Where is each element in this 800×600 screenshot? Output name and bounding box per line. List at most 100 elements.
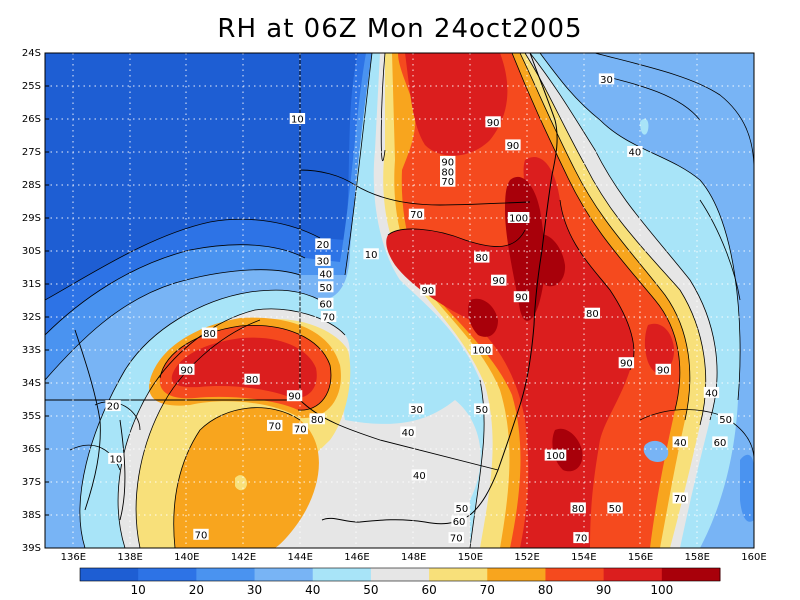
- contour-label-bg: [320, 311, 337, 322]
- contour-label: 10: [108, 452, 124, 465]
- contour-label-text: 40: [705, 388, 718, 399]
- fill-spot-36S-155E: [643, 440, 669, 462]
- contour-label-text: 50: [719, 415, 732, 426]
- contour-label-text: 50: [456, 504, 469, 515]
- fill-moist-spot-37S: [235, 475, 247, 491]
- contour-label-bg: [712, 436, 728, 448]
- contour-label-bg: [292, 423, 308, 435]
- contour-label-bg: [440, 165, 456, 177]
- contour-label-text: 90: [657, 365, 670, 376]
- contour-label: 60: [318, 297, 334, 310]
- colorbar-label: 40: [305, 583, 320, 597]
- contour-label-bg: [451, 515, 467, 527]
- lon-tick-label: 144E: [288, 552, 313, 563]
- contour-label: 80: [570, 502, 586, 515]
- lat-tick-label: 29S: [22, 213, 41, 224]
- colorbar-label: 100: [650, 583, 673, 597]
- lat-tick-label: 39S: [22, 543, 41, 554]
- colorbar-swatch: [487, 568, 546, 581]
- contour-label: 20: [105, 400, 121, 413]
- contour-label-text: 80: [203, 329, 216, 340]
- contour-label-text: 60: [453, 517, 466, 528]
- contour-label-text: 70: [195, 530, 208, 541]
- contour-label: 10: [363, 248, 379, 261]
- contour-label-bg: [267, 419, 283, 431]
- contour-label-bg: [244, 373, 260, 385]
- contour-label-text: 20: [317, 240, 330, 251]
- contour-label: 30: [315, 254, 331, 267]
- contour-label: 100: [470, 344, 493, 357]
- contour-label-bg: [318, 297, 334, 309]
- contour-label-bg: [584, 307, 601, 319]
- lat-tick-label: 37S: [22, 477, 41, 488]
- contour-label-bg: [440, 175, 456, 187]
- colorbar-swatch: [80, 568, 139, 581]
- contour-label-text: 70: [268, 421, 281, 432]
- contour-label: 40: [703, 386, 720, 399]
- contour-label: 90: [491, 274, 507, 287]
- contour-label: 90: [179, 363, 195, 376]
- plot-frame: [44, 52, 755, 549]
- contour-label-bg: [105, 400, 121, 412]
- contour-label-text: 40: [319, 270, 332, 281]
- contour-label-text: 70: [441, 177, 454, 188]
- contour-label: 80: [309, 413, 325, 426]
- contour-label: 60: [451, 515, 467, 528]
- contour-label-bg: [505, 139, 521, 151]
- contour-label-text: 70: [674, 494, 687, 505]
- contour-label-text: 10: [110, 454, 123, 465]
- contour-label-text: 80: [311, 415, 324, 426]
- contour-label: 30: [408, 403, 425, 416]
- contour-label: 50: [474, 403, 490, 416]
- contour-label: 70: [320, 311, 337, 324]
- contour-label-bg: [454, 502, 470, 514]
- contour-label-text: 40: [402, 428, 415, 439]
- contour-label-bg: [318, 281, 334, 293]
- contour-label: 20: [315, 238, 331, 251]
- contour-label-bg: [315, 254, 331, 266]
- contour-label: 50: [454, 502, 470, 515]
- lon-tick-label: 150E: [458, 552, 483, 563]
- lon-tick-label: 138E: [117, 552, 142, 563]
- lat-tick-label: 35S: [22, 411, 41, 422]
- contour-label-bg: [573, 532, 589, 544]
- contour-label-text: 40: [413, 471, 426, 482]
- lat-tick-label: 38S: [22, 510, 41, 521]
- fill-gt100: [468, 176, 583, 472]
- contour-label: 80: [244, 373, 260, 386]
- contour-label: 40: [672, 436, 688, 449]
- contour-label-bg: [485, 116, 501, 128]
- contour-label: 80: [440, 165, 456, 178]
- contour-label-text: 20: [107, 402, 120, 413]
- lat-tick-label: 33S: [22, 345, 41, 356]
- contour-label-bg: [193, 528, 209, 540]
- colorbar-label: 70: [480, 583, 495, 597]
- contour-label-bg: [672, 492, 688, 504]
- lat-tick-label: 26S: [22, 114, 41, 125]
- contour-label-text: 90: [421, 286, 434, 297]
- contour-label-text: 10: [291, 115, 304, 126]
- contour-label-bg: [507, 212, 530, 223]
- contour-label-bg: [411, 469, 428, 481]
- contour-label-text: 90: [507, 141, 520, 152]
- contour-label-bg: [607, 502, 623, 514]
- contour-label-text: 90: [515, 293, 528, 304]
- lat-tick-label: 30S: [22, 246, 41, 257]
- lat-tick-label: 27S: [22, 147, 41, 158]
- contour-label-bg: [440, 155, 456, 167]
- contour-label-bg: [400, 426, 416, 438]
- colorbar-label: 20: [189, 583, 204, 597]
- contour-label-bg: [474, 403, 490, 415]
- contour-label: 70: [292, 423, 308, 436]
- contour-label: 80: [201, 327, 218, 340]
- colorbar-swatch: [254, 568, 314, 581]
- contour-label-text: 40: [674, 438, 687, 449]
- contour-label-bg: [408, 403, 425, 415]
- contour-label: 90: [655, 363, 671, 376]
- contour-label: 70: [440, 175, 456, 188]
- colorbar-swatch: [196, 568, 256, 581]
- contour-label: 50: [717, 413, 734, 426]
- colorbar-swatch: [661, 568, 721, 581]
- contour-label: 80: [584, 307, 601, 320]
- colorbar-swatch: [545, 568, 605, 581]
